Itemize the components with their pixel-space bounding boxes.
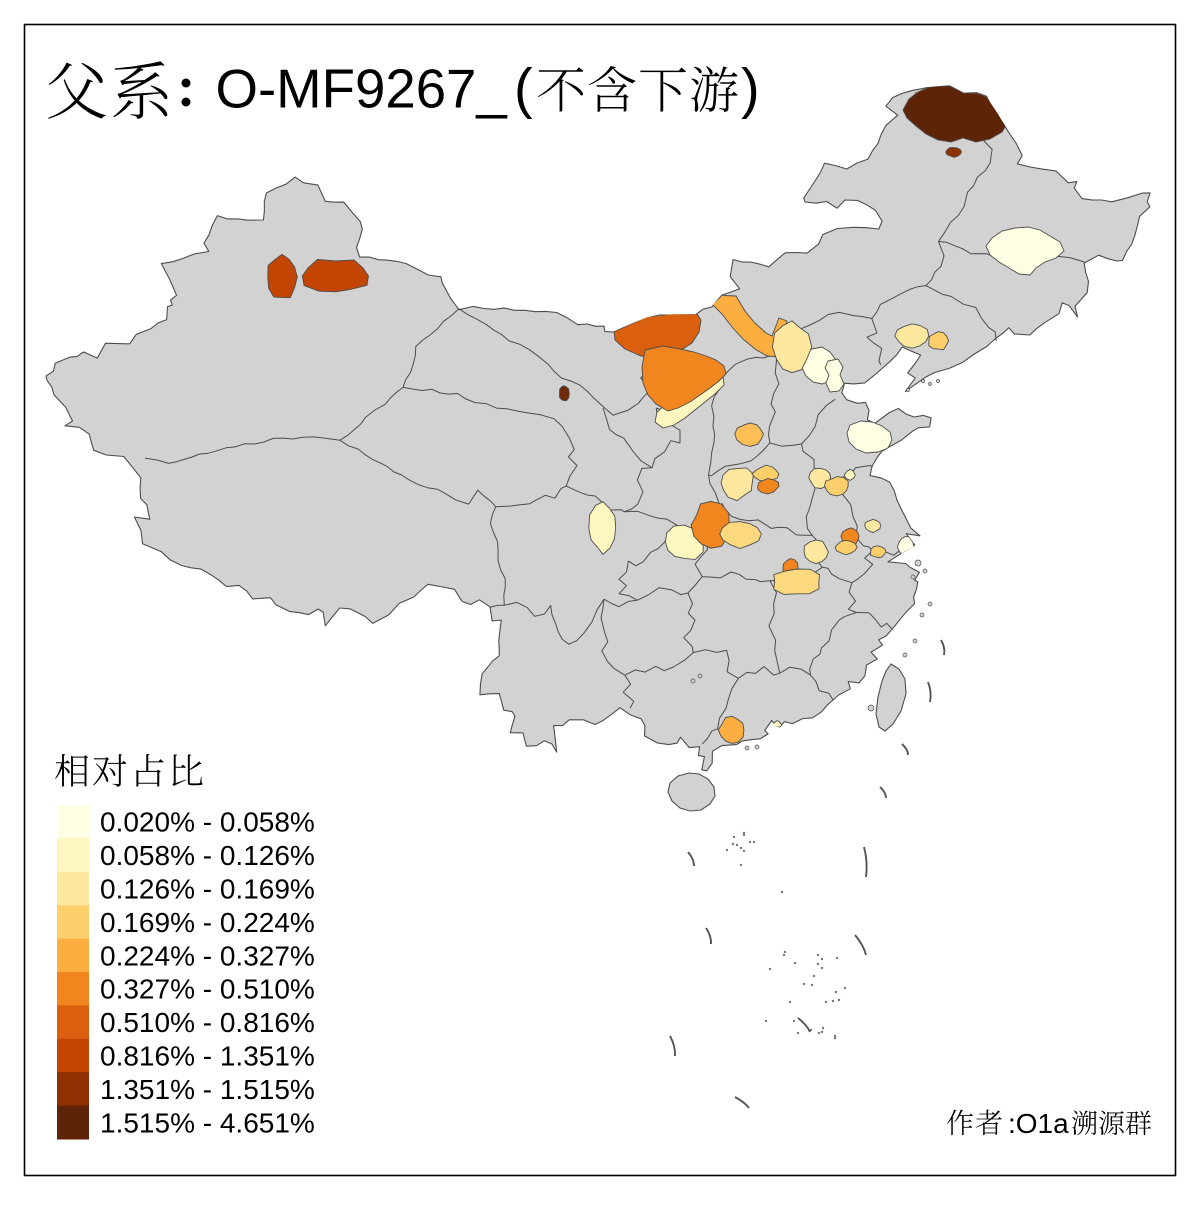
- svg-text:0.169% - 0.224%: 0.169% - 0.224%: [100, 907, 315, 938]
- svg-text:0.126% - 0.169%: 0.126% - 0.169%: [100, 874, 315, 905]
- svg-text:0.510% - 0.816%: 0.510% - 0.816%: [100, 1007, 315, 1038]
- svg-text::O1a: :O1a: [1008, 1108, 1069, 1139]
- svg-text:1.351% - 1.515%: 1.351% - 1.515%: [100, 1074, 315, 1105]
- svg-text:1.515% - 4.651%: 1.515% - 4.651%: [100, 1107, 315, 1138]
- svg-text:0.327% - 0.510%: 0.327% - 0.510%: [100, 974, 315, 1005]
- svg-text:O-MF9267_: O-MF9267_: [216, 59, 508, 120]
- svg-text:0.224% - 0.327%: 0.224% - 0.327%: [100, 940, 315, 971]
- svg-text:0.816% - 1.351%: 0.816% - 1.351%: [100, 1041, 315, 1072]
- svg-text:0.058% - 0.126%: 0.058% - 0.126%: [100, 840, 315, 871]
- svg-text:): ): [741, 57, 760, 120]
- svg-text:0.020% - 0.058%: 0.020% - 0.058%: [100, 807, 315, 838]
- svg-text:(: (: [514, 57, 533, 120]
